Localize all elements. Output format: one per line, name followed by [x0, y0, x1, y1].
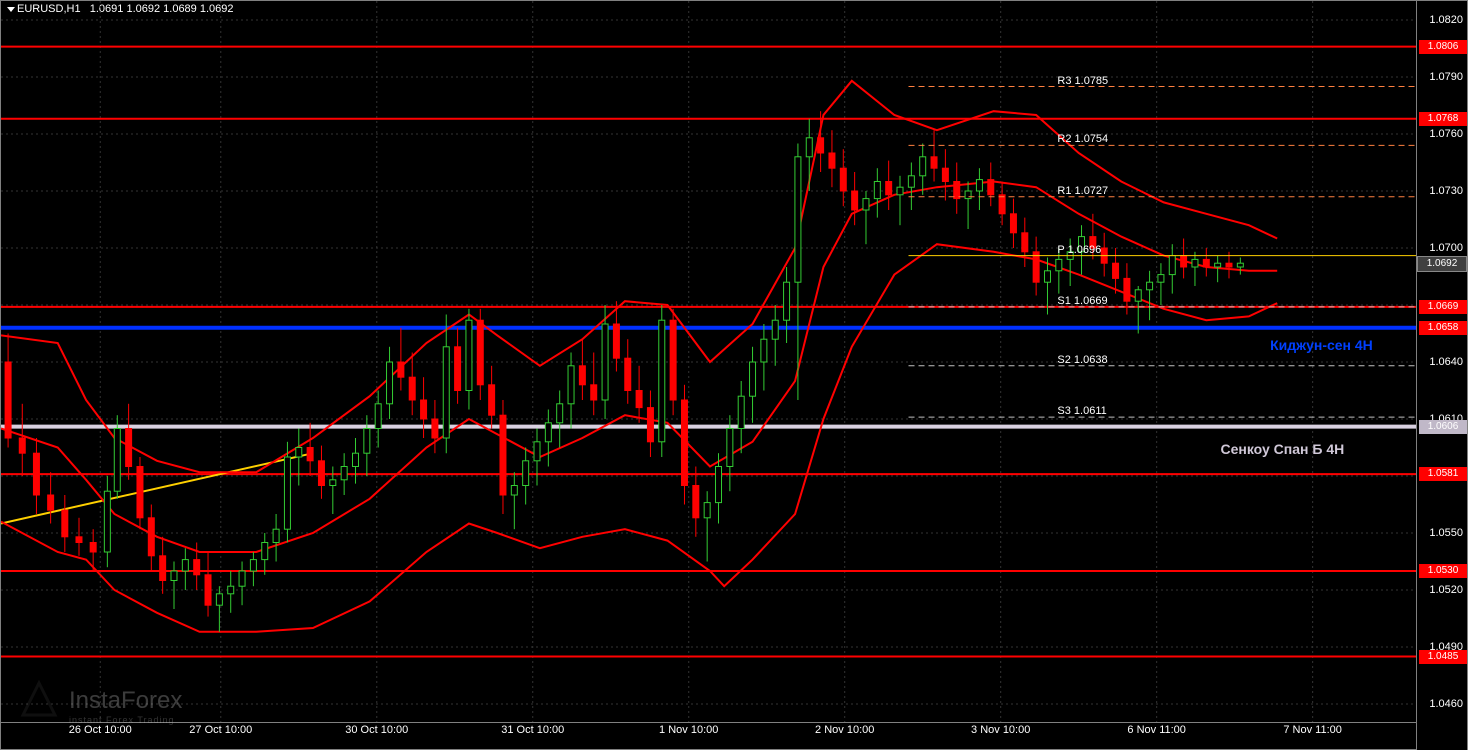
y-tick-label: 1.0550 — [1429, 527, 1463, 539]
indicator-label: Сенкоу Спан Б 4H — [1220, 441, 1344, 457]
y-tick-label: 1.0760 — [1429, 128, 1463, 140]
pivot-label: P 1.0696 — [1057, 244, 1101, 256]
price-level-tag: 1.0530 — [1419, 564, 1467, 578]
x-tick-label: 30 Oct 10:00 — [345, 724, 408, 736]
price-level-tag: 1.0658 — [1419, 321, 1467, 335]
price-level-tag: 1.0606 — [1419, 420, 1467, 434]
watermark-logo-icon — [15, 675, 63, 723]
indicator-label: Киджун-сен 4H — [1270, 337, 1373, 353]
y-tick-label: 1.0460 — [1429, 698, 1463, 710]
x-tick-label: 7 Nov 11:00 — [1283, 724, 1342, 736]
y-axis: 1.08201.07901.07601.07301.07001.06701.06… — [1416, 1, 1467, 750]
watermark-subtext: instant Forex Trading — [69, 715, 175, 725]
x-tick-label: 1 Nov 10:00 — [659, 724, 718, 736]
pivot-label: R2 1.0754 — [1057, 133, 1108, 145]
current-price-tag: 1.0692 — [1417, 256, 1467, 272]
price-level-tag: 1.0768 — [1419, 112, 1467, 126]
price-level-tag: 1.0806 — [1419, 40, 1467, 54]
chart-svg — [1, 1, 1419, 737]
y-tick-label: 1.0520 — [1429, 584, 1463, 596]
y-tick-label: 1.0790 — [1429, 71, 1463, 83]
pivot-label: S2 1.0638 — [1057, 354, 1107, 366]
x-tick-label: 6 Nov 11:00 — [1127, 724, 1186, 736]
x-tick-label: 31 Oct 10:00 — [501, 724, 564, 736]
pivot-label: S1 1.0669 — [1057, 295, 1107, 307]
x-tick-label: 26 Oct 10:00 — [69, 724, 132, 736]
y-tick-label: 1.0820 — [1429, 14, 1463, 26]
pivot-label: S3 1.0611 — [1057, 405, 1106, 417]
watermark-text: InstaForex — [69, 687, 182, 715]
chart-plot-area[interactable]: EURUSD,H1 1.0691 1.0692 1.0689 1.0692 26… — [1, 1, 1419, 737]
y-tick-label: 1.0640 — [1429, 356, 1463, 368]
x-tick-label: 27 Oct 10:00 — [189, 724, 252, 736]
y-tick-label: 1.0730 — [1429, 185, 1463, 197]
x-tick-label: 3 Nov 10:00 — [971, 724, 1030, 736]
price-level-tag: 1.0669 — [1419, 300, 1467, 314]
pivot-label: R3 1.0785 — [1057, 75, 1108, 87]
price-level-tag: 1.0581 — [1419, 467, 1467, 481]
x-tick-label: 2 Nov 10:00 — [815, 724, 874, 736]
chart-container: EURUSD,H1 1.0691 1.0692 1.0689 1.0692 26… — [0, 0, 1468, 750]
y-tick-label: 1.0700 — [1429, 242, 1463, 254]
price-level-tag: 1.0485 — [1419, 650, 1467, 664]
pivot-label: R1 1.0727 — [1057, 185, 1108, 197]
